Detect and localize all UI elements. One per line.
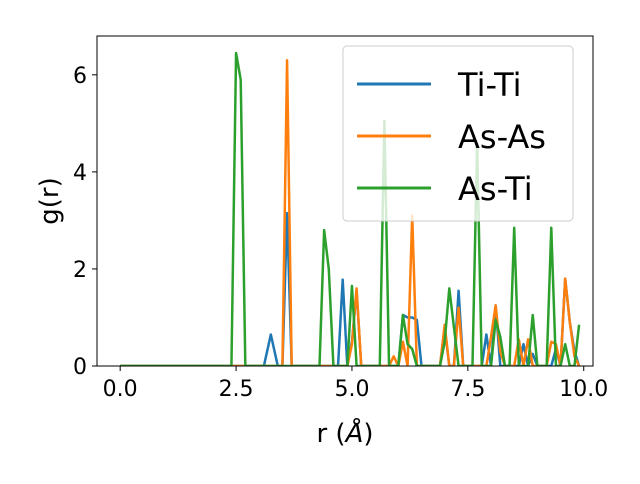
series-line-as-ti [120, 51, 581, 366]
y-tick-label: 6 [73, 64, 87, 89]
plot-frame [96, 35, 594, 367]
x-tick-label: 0.0 [103, 377, 138, 402]
y-tick-label: 4 [73, 161, 87, 186]
y-axis-label: g(r) [35, 177, 65, 224]
legend-label-ti-ti: Ti-Ti [457, 66, 522, 104]
series-line-as-as [120, 59, 581, 366]
x-axis-label: r (Å) [316, 417, 373, 449]
y-tick-label: 0 [73, 355, 87, 380]
x-tick-label: 2.5 [219, 377, 254, 402]
legend-box [342, 45, 574, 222]
y-tick-label: 2 [73, 258, 87, 283]
x-tick-label: 10.0 [559, 377, 608, 402]
x-axis: 0.0 2.5 5.0 7.5 10.0 [103, 366, 608, 402]
legend-label-as-ti: As-Ti [458, 170, 533, 208]
series-layer [120, 51, 581, 366]
legend: Ti-Ti As-As As-Ti [342, 45, 574, 222]
x-tick-label: 5.0 [334, 377, 369, 402]
x-tick-label: 7.5 [450, 377, 485, 402]
y-axis: 0 2 4 6 [73, 64, 97, 380]
legend-label-as-as: As-As [458, 118, 546, 156]
